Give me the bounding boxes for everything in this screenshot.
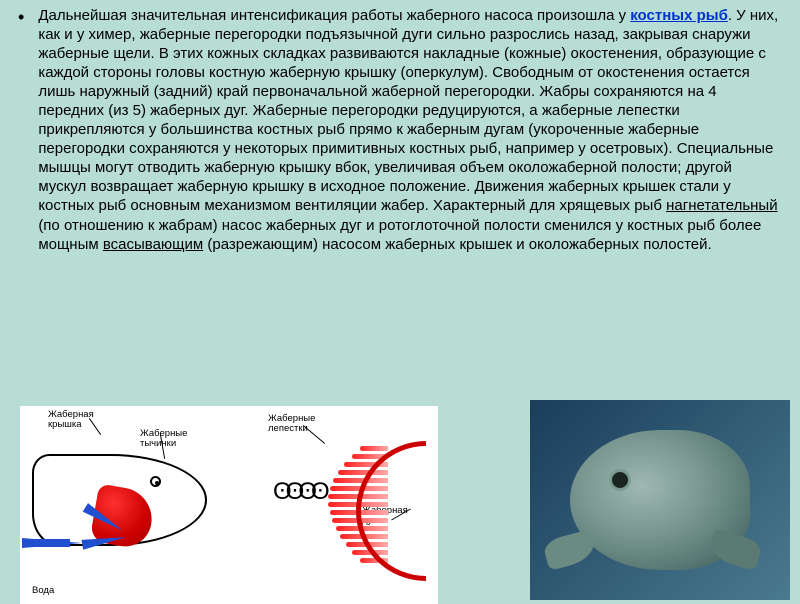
fish-fin-shape xyxy=(707,529,763,571)
slide-content: • Дальнейшая значительная интенсификация… xyxy=(0,0,800,254)
label-gill-petals: Жаберныелепестки xyxy=(268,414,315,435)
fish-fin-shape xyxy=(542,529,598,571)
text-part-2: . У них, как и у химер, жаберные перегор… xyxy=(38,7,778,214)
label-gill-cover: Жабернаякрышка xyxy=(48,410,94,431)
paragraph-text: Дальнейшая значительная интенсификация р… xyxy=(38,6,782,254)
text-part-1: Дальнейшая значительная интенсификация р… xyxy=(38,7,630,24)
image-row: Жабернаякрышка Жаберныетычинки Жаберныел… xyxy=(0,402,800,600)
bullet-marker: • xyxy=(18,7,24,28)
fish-photo xyxy=(530,400,790,600)
water-arrow-icon xyxy=(22,538,82,548)
term-suction: всасывающим xyxy=(103,236,203,253)
gill-detail: ʘʘʘʘ xyxy=(261,436,426,591)
term-pumping: нагнетательный xyxy=(666,197,778,214)
label-gill-stamens: Жаберныетычинки xyxy=(140,429,187,450)
fish-eye-icon xyxy=(150,476,161,487)
bony-fish-link[interactable]: костных рыб xyxy=(630,7,728,24)
gill-diagram: Жабернаякрышка Жаберныетычинки Жаберныел… xyxy=(20,406,438,604)
stamen-spiral-icon: ʘʘʘʘ xyxy=(273,478,321,518)
text-part-4: (разрежающим) насосом жаберных крышек и … xyxy=(203,236,711,253)
fish-photo-eye xyxy=(612,472,628,488)
bullet-item: • Дальнейшая значительная интенсификация… xyxy=(18,6,782,254)
label-water: Вода xyxy=(32,586,54,596)
